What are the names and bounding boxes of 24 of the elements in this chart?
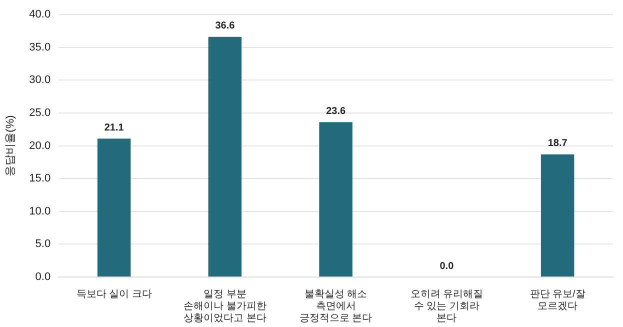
y-tick-label: 35.0 [29, 41, 51, 54]
y-tick-label: 10.0 [29, 205, 51, 218]
bar [540, 154, 574, 276]
y-tick-label: 0.0 [35, 271, 51, 284]
y-tick-label: 20.0 [29, 140, 51, 152]
data-label: 36.6 [215, 20, 236, 32]
data-label: 21.1 [104, 122, 124, 134]
x-tick-label: 불확실성 해소 측면에서 긍정적으로 본다 [299, 288, 372, 324]
data-label: 0.0 [440, 260, 454, 272]
bar [97, 138, 131, 276]
y-tick-label: 15.0 [29, 172, 51, 185]
data-label: 23.6 [326, 106, 346, 117]
x-tick-label: 득보다 실이 크다 [76, 288, 152, 300]
x-tick-label: 오히려 유리해질 수 있는 기회라 본다 [410, 288, 484, 324]
bar [319, 122, 352, 276]
y-axis-title: 응답비율(%) [4, 115, 17, 176]
y-tick-label: 25.0 [29, 107, 51, 120]
bar [208, 36, 242, 276]
x-tick-label: 판단 유보/잘 모르겠다 [530, 288, 586, 312]
y-tick-label: 30.0 [29, 74, 51, 86]
x-tick-label: 일정 부분 손해이나 불가피한 상황이었다고 본다 [184, 288, 266, 324]
y-tick-label: 5.0 [35, 238, 51, 250]
y-tick-label: 40.0 [29, 8, 51, 21]
data-label: 18.7 [548, 138, 568, 150]
